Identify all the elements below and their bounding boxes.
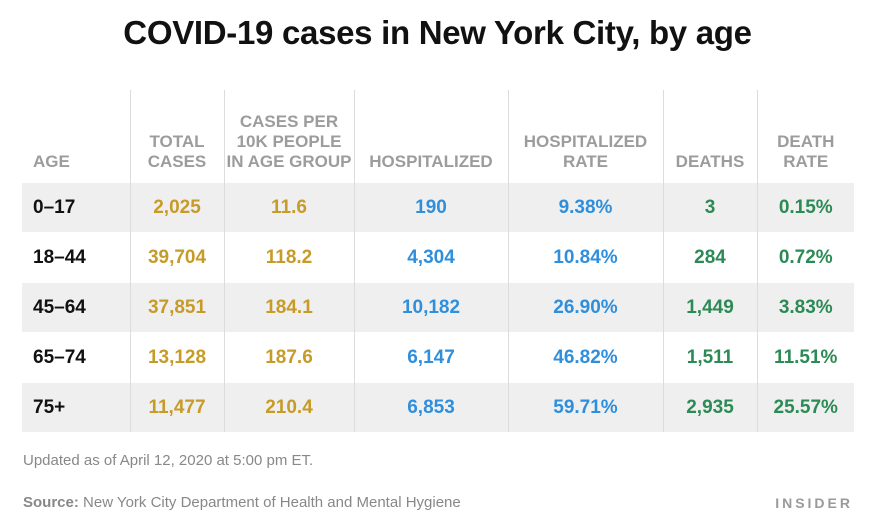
cell-cases-per-10k: 184.1 [223, 282, 354, 333]
cell-age: 65–74 [22, 332, 130, 383]
cell-hospitalized: 10,182 [353, 282, 508, 333]
cell-death-rate: 25.57% [756, 382, 854, 432]
header-row: AGE TOTAL CASES CASES PER 10K PEOPLE IN … [22, 90, 854, 183]
cell-age: 45–64 [22, 282, 130, 333]
cell-deaths: 284 [662, 232, 757, 283]
table-row: 65–74 13,128 187.6 6,147 46.82% 1,511 11… [22, 332, 854, 383]
cell-total-cases: 11,477 [129, 382, 224, 432]
cell-hospitalized-rate: 10.84% [507, 232, 663, 283]
cell-total-cases: 2,025 [129, 182, 224, 233]
cell-death-rate: 0.15% [756, 182, 854, 233]
cell-age: 18–44 [22, 232, 130, 283]
cell-hospitalized: 6,853 [353, 382, 508, 432]
cell-cases-per-10k: 210.4 [223, 382, 354, 432]
cell-hospitalized: 6,147 [353, 332, 508, 383]
column-header-deaths: DEATHS [662, 90, 757, 183]
cell-total-cases: 37,851 [129, 282, 224, 333]
cell-cases-per-10k: 11.6 [223, 182, 354, 233]
cell-hospitalized-rate: 9.38% [507, 182, 663, 233]
cell-total-cases: 39,704 [129, 232, 224, 283]
cell-hospitalized-rate: 59.71% [507, 382, 663, 432]
update-note: Updated as of April 12, 2020 at 5:00 pm … [23, 452, 314, 469]
cell-deaths: 1,449 [662, 282, 757, 333]
source-label: Source: [23, 494, 79, 511]
table-row: 0–17 2,025 11.6 190 9.38% 3 0.15% [22, 182, 854, 233]
cell-deaths: 2,935 [662, 382, 757, 432]
column-header-total-cases: TOTAL CASES [129, 90, 224, 183]
cell-hospitalized-rate: 46.82% [507, 332, 663, 383]
source-text: New York City Department of Health and M… [83, 494, 461, 511]
column-header-age: AGE [33, 152, 70, 171]
table-row: 75+ 11,477 210.4 6,853 59.71% 2,935 25.5… [22, 382, 854, 432]
insider-logo: INSIDER [775, 495, 853, 511]
cell-death-rate: 11.51% [756, 332, 854, 383]
cell-cases-per-10k: 187.6 [223, 332, 354, 383]
cell-deaths: 1,511 [662, 332, 757, 383]
cell-death-rate: 3.83% [756, 282, 854, 333]
cell-hospitalized-rate: 26.90% [507, 282, 663, 333]
cell-age: 0–17 [22, 182, 130, 233]
column-header-hospitalized: HOSPITALIZED [353, 90, 508, 183]
cell-death-rate: 0.72% [756, 232, 854, 283]
cell-cases-per-10k: 118.2 [223, 232, 354, 283]
chart-title: COVID-19 cases in New York City, by age [123, 14, 752, 51]
table-row: 18–44 39,704 118.2 4,304 10.84% 284 0.72… [22, 232, 854, 283]
column-header-hospitalized-rate: HOSPITALIZED RATE [507, 90, 663, 183]
source-line: Source: New York City Department of Heal… [23, 494, 461, 511]
cell-hospitalized: 4,304 [353, 232, 508, 283]
table-row: 45–64 37,851 184.1 10,182 26.90% 1,449 3… [22, 282, 854, 333]
covid-age-table: AGE TOTAL CASES CASES PER 10K PEOPLE IN … [22, 90, 854, 432]
cell-hospitalized: 190 [353, 182, 508, 233]
column-header-cases-per-10k: CASES PER 10K PEOPLE IN AGE GROUP [223, 90, 354, 183]
cell-total-cases: 13,128 [129, 332, 224, 383]
cell-age: 75+ [22, 382, 130, 432]
column-header-death-rate: DEATH RATE [756, 90, 854, 183]
cell-deaths: 3 [662, 182, 757, 233]
